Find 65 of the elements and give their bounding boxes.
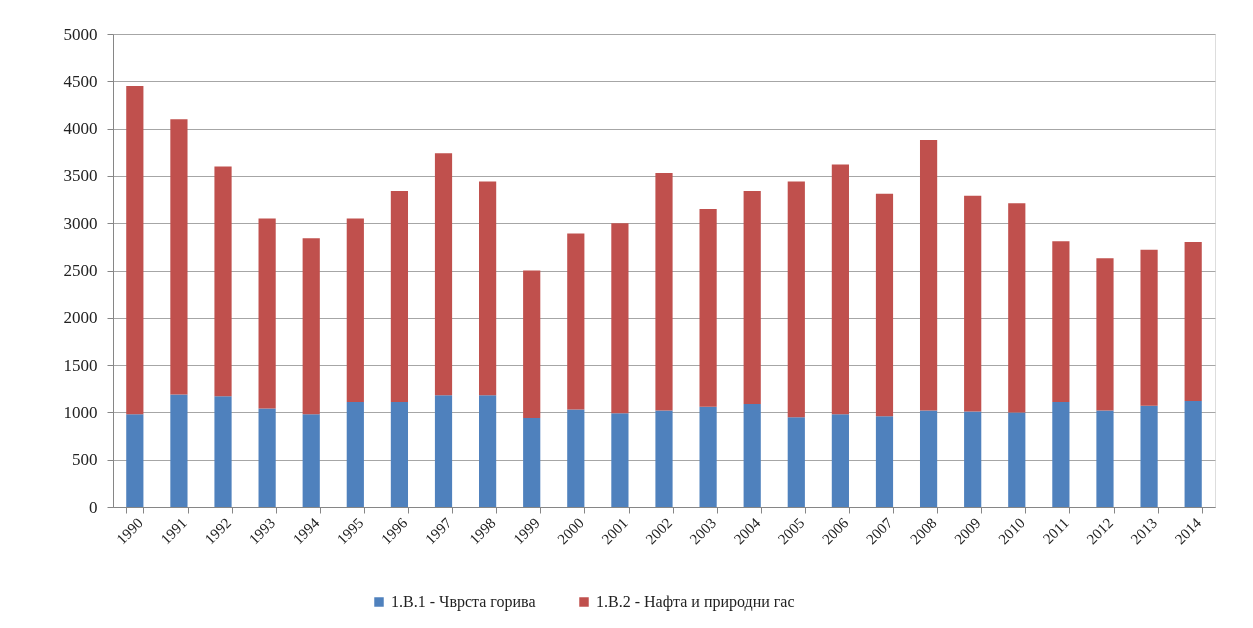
y-tick-label: 1000 (63, 402, 98, 422)
y-tick-label: 3000 (63, 213, 98, 233)
bar (214, 166, 232, 397)
bar (346, 218, 364, 402)
bar (1096, 410, 1114, 507)
y-tick-label: 1500 (63, 355, 98, 375)
bar (743, 191, 761, 404)
bar (258, 408, 276, 507)
bar (126, 86, 144, 415)
bar (1052, 401, 1070, 507)
bar (567, 233, 585, 410)
bar (1184, 242, 1202, 402)
bar (1008, 203, 1026, 413)
bar (434, 395, 453, 507)
bar (258, 218, 276, 409)
bar (919, 139, 938, 411)
y-tick-label: 3500 (63, 166, 98, 186)
bar (170, 119, 188, 395)
bar (390, 191, 409, 402)
bar (875, 193, 894, 417)
bar (523, 418, 541, 507)
bar (787, 417, 805, 507)
bar (434, 153, 453, 396)
bar (964, 411, 982, 507)
bar (567, 409, 585, 507)
bar (831, 414, 849, 507)
bar (699, 209, 717, 407)
bar (1052, 241, 1070, 402)
bar (214, 396, 232, 507)
bar (170, 394, 188, 507)
bar (390, 401, 409, 507)
legend-label: 1.B.2 - Нафта и природни гас (596, 593, 795, 611)
y-tick-label: 4000 (63, 119, 98, 139)
bar (1184, 401, 1202, 507)
bar (699, 406, 717, 507)
bar (611, 223, 629, 414)
bar (346, 401, 364, 507)
y-tick-label: 2000 (63, 308, 98, 328)
bar (1008, 412, 1026, 507)
bar (964, 195, 982, 412)
bar (787, 181, 805, 418)
bar (655, 410, 673, 507)
bar (655, 173, 673, 411)
y-tick-label: 0 (89, 497, 98, 517)
bar (1140, 405, 1158, 507)
bar (743, 403, 761, 507)
y-tick-label: 2500 (63, 261, 98, 280)
bar (919, 410, 938, 507)
y-tick-label: 5000 (63, 24, 98, 44)
bar (875, 416, 894, 507)
bar (1096, 258, 1114, 411)
bar (479, 395, 497, 507)
y-tick-label: 4500 (63, 71, 98, 91)
bar (831, 164, 849, 415)
bar (1140, 249, 1158, 406)
bar (302, 238, 320, 415)
x-tick-label: 2011 (1039, 514, 1072, 547)
legend-label: 1.B.1 - Чврста горива (391, 593, 536, 611)
bar (126, 414, 144, 507)
bar (302, 414, 320, 507)
bar (523, 270, 541, 419)
bar (611, 413, 629, 507)
x-tick-label: 1991 (157, 514, 191, 548)
y-tick-label: 500 (72, 450, 98, 470)
bar (479, 181, 497, 396)
